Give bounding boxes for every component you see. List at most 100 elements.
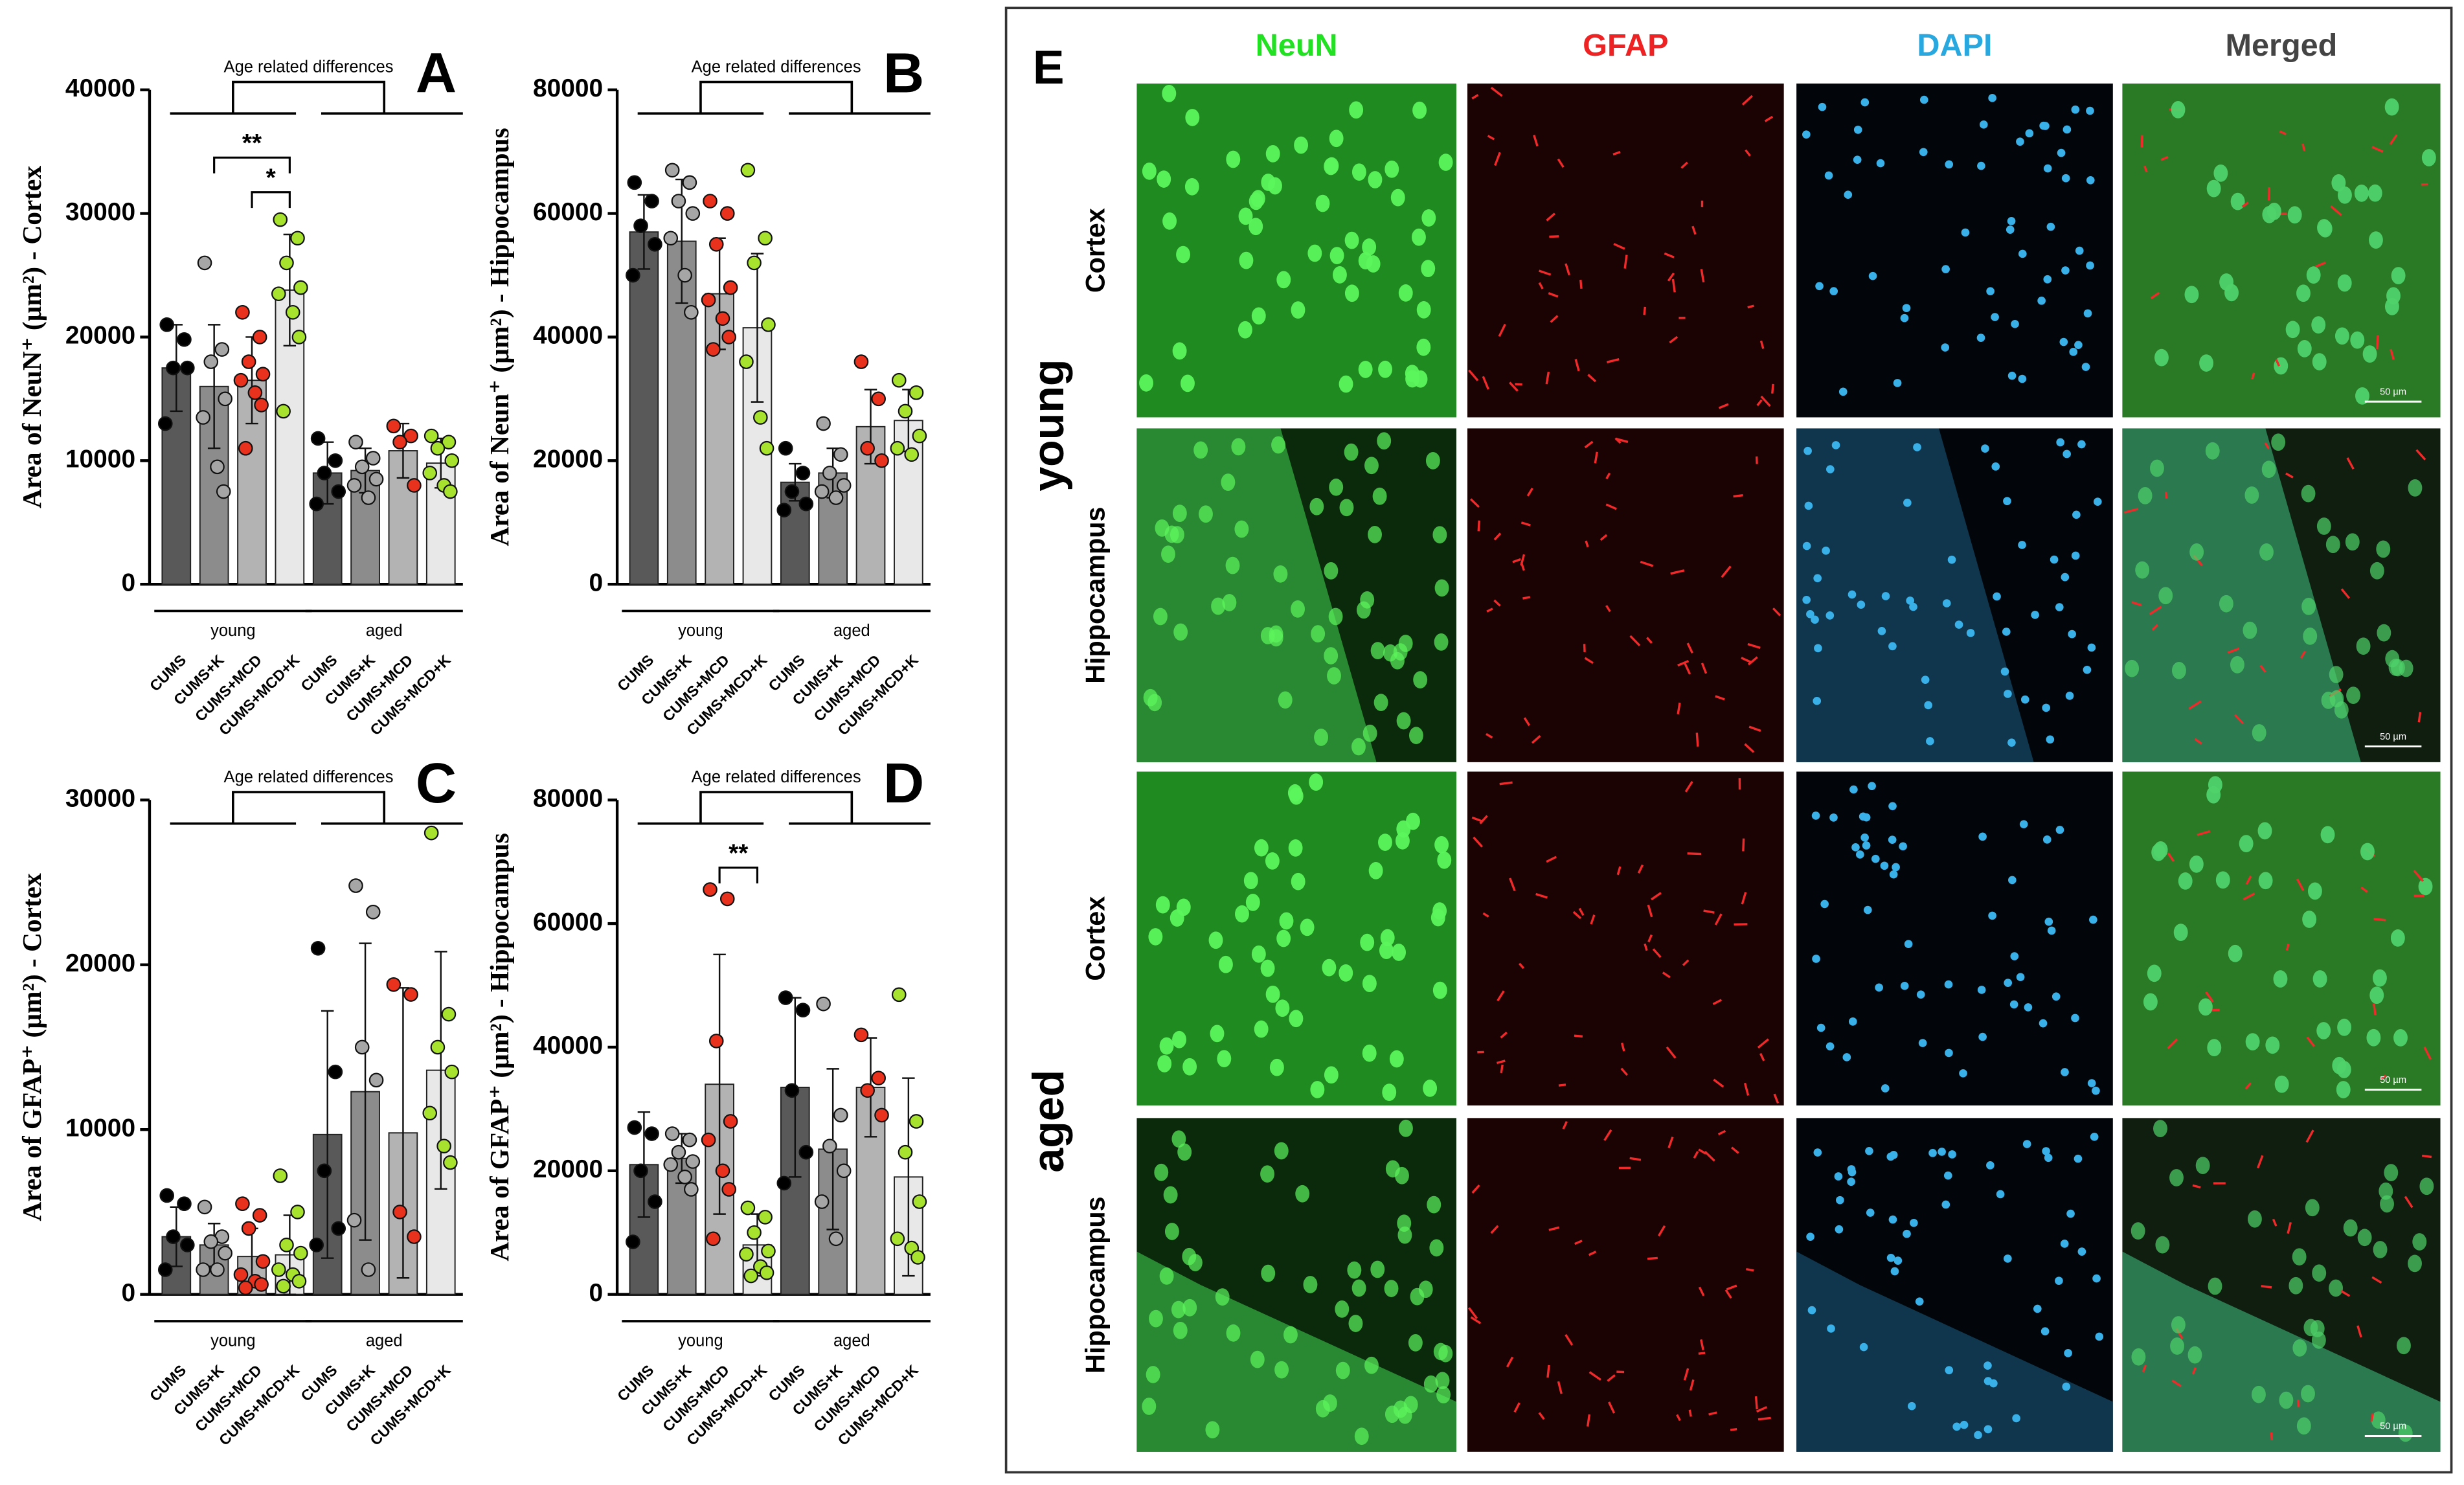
data-point xyxy=(177,332,192,347)
astrocyte-process xyxy=(2131,601,2142,607)
astrocyte-process xyxy=(1713,1078,1724,1088)
nucleus xyxy=(2066,1209,2075,1218)
y-tick-label: 20000 xyxy=(533,446,603,473)
nucleus xyxy=(1919,95,1928,104)
neuron xyxy=(1307,244,1322,262)
significance-bracket xyxy=(251,191,291,209)
astrocyte-process xyxy=(1599,534,1608,541)
neuron xyxy=(1182,1298,1197,1317)
data-point xyxy=(833,447,848,462)
astrocyte-process xyxy=(2192,1184,2201,1189)
data-point xyxy=(218,391,232,407)
data-point xyxy=(197,255,212,271)
neuron xyxy=(1364,457,1379,475)
neuron xyxy=(2360,843,2375,861)
row-label: Hippocampus xyxy=(1081,1196,1111,1373)
data-point xyxy=(860,440,875,456)
neuron xyxy=(1362,724,1377,742)
astrocyte-process xyxy=(1565,1333,1574,1346)
astrocyte-process xyxy=(2164,492,2168,499)
data-point xyxy=(309,1238,324,1253)
row-label: Cortex xyxy=(1081,208,1111,293)
neuron xyxy=(2354,184,2369,202)
data-point xyxy=(853,354,869,369)
group-label: young xyxy=(678,1332,723,1350)
neuron xyxy=(1163,1186,1178,1204)
nucleus xyxy=(1941,1200,1950,1209)
astrocyte-process xyxy=(1585,540,1589,548)
neuron xyxy=(1155,896,1170,914)
astrocyte-process xyxy=(1646,637,1653,644)
nucleus xyxy=(2043,275,2052,284)
neuron xyxy=(1332,266,1347,284)
astrocyte-process xyxy=(1676,1414,1681,1422)
nucleus xyxy=(1919,148,1928,157)
bracket xyxy=(699,80,853,114)
data-point xyxy=(203,1234,219,1249)
nucleus xyxy=(2087,1079,2096,1087)
astrocyte-process xyxy=(1584,657,1594,664)
data-point xyxy=(719,206,735,221)
data-point xyxy=(441,435,457,449)
neuron xyxy=(1289,1010,1304,1028)
neuron xyxy=(2178,872,2193,890)
astrocyte-process xyxy=(1733,494,1743,498)
neuron xyxy=(1327,667,1341,685)
neuron xyxy=(1328,607,1343,626)
nucleus xyxy=(2081,363,2090,371)
neuron xyxy=(1185,109,1200,126)
nucleus xyxy=(1954,620,1963,629)
neuron xyxy=(2125,659,2140,677)
astrocyte-process xyxy=(1538,282,1544,289)
data-point xyxy=(166,1229,181,1244)
neuron xyxy=(2343,1219,2358,1237)
nucleus xyxy=(1881,592,1890,600)
neuron xyxy=(2279,1391,2294,1409)
neuron xyxy=(1159,1037,1174,1055)
neuron xyxy=(1265,985,1280,1003)
neuron xyxy=(2369,561,2384,580)
neuron xyxy=(1314,729,1329,746)
data-point xyxy=(430,440,446,456)
nucleus xyxy=(1803,446,1812,455)
neuron xyxy=(1139,374,1153,392)
astrocyte-process xyxy=(2241,201,2249,208)
neuron xyxy=(1392,944,1407,961)
astrocyte-process xyxy=(1518,962,1525,969)
neuron xyxy=(2292,1248,2307,1266)
data-point xyxy=(753,410,768,425)
nucleus xyxy=(1835,1225,1844,1234)
data-point xyxy=(758,231,773,246)
nucleus xyxy=(1829,813,1838,822)
neuron xyxy=(1366,255,1381,273)
data-point xyxy=(776,503,792,517)
nucleus xyxy=(2077,1247,2086,1256)
data-point xyxy=(348,435,363,449)
neuron xyxy=(2312,353,2327,370)
nucleus xyxy=(2008,876,2017,885)
neuron xyxy=(1423,1375,1438,1393)
data-point xyxy=(822,466,837,481)
nucleus xyxy=(1868,782,1876,791)
astrocyte-process xyxy=(2143,165,2148,173)
astrocyte-process xyxy=(1718,403,1729,409)
astrocyte-process xyxy=(1557,1381,1563,1394)
data-point xyxy=(677,267,692,283)
nucleus xyxy=(2042,1147,2050,1155)
nucleus xyxy=(2012,1414,2020,1423)
astrocyte-process xyxy=(2245,875,2252,885)
neuron xyxy=(1294,136,1309,154)
data-point xyxy=(235,304,250,320)
nucleus xyxy=(2061,266,2070,275)
astrocyte-process xyxy=(1773,1093,1780,1104)
nucleus xyxy=(2042,835,2051,844)
astrocyte-process xyxy=(1509,381,1519,392)
nucleus xyxy=(2063,449,2071,459)
data-point xyxy=(758,1210,773,1225)
neuron xyxy=(1421,209,1436,227)
neuron xyxy=(2155,1236,2170,1254)
neuron xyxy=(2265,1036,2280,1054)
astrocyte-process xyxy=(1562,1120,1568,1129)
nucleus xyxy=(1945,160,1954,169)
